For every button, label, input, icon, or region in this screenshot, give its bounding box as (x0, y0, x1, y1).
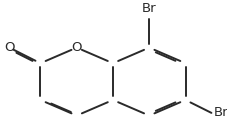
Text: O: O (71, 41, 81, 54)
Text: O: O (4, 41, 15, 54)
Text: Br: Br (141, 2, 156, 15)
Text: Br: Br (212, 106, 227, 119)
